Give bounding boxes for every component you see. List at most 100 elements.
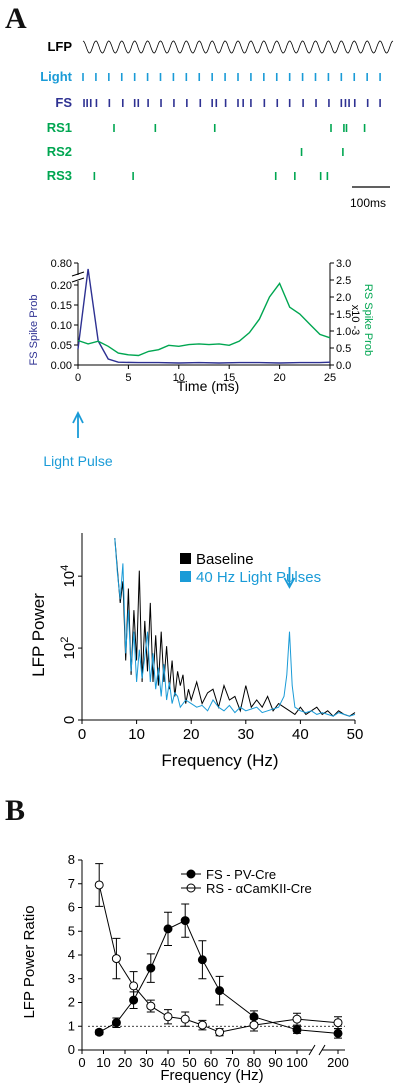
rs-data-point bbox=[249, 1020, 259, 1030]
rs-data-point bbox=[333, 1018, 343, 1028]
legend-label-rs: RS - αCamKII-Cre bbox=[206, 881, 312, 896]
x-tick-label: 0 bbox=[78, 726, 86, 743]
x-tick-label: 40 bbox=[292, 726, 309, 743]
fs-data-point bbox=[180, 916, 190, 926]
ratio-y-axis-label: LFP Power Ratio bbox=[21, 905, 38, 1018]
raster-label-rs2: RS2 bbox=[47, 144, 72, 159]
fs-data-point bbox=[292, 1025, 302, 1035]
y-tick-label: 6 bbox=[68, 900, 75, 915]
x-axis-break-mark bbox=[308, 1044, 326, 1056]
x-tick-label: 60 bbox=[204, 1055, 218, 1070]
rs-data-point bbox=[146, 1001, 156, 1011]
y-tick-label: 0 bbox=[68, 1042, 75, 1057]
y-tick-label: 8 bbox=[68, 852, 75, 867]
left-tick-label: 0.20 bbox=[51, 280, 72, 292]
light-pulse-arrow bbox=[72, 410, 84, 438]
rs-data-point bbox=[197, 1020, 207, 1030]
rs-data-point bbox=[180, 1014, 190, 1024]
y-tick-label: 3 bbox=[68, 971, 75, 986]
right-tick-label: 3.0 bbox=[336, 258, 351, 270]
fs-data-point bbox=[333, 1028, 343, 1038]
light-pulse-label: Light Pulse bbox=[43, 453, 112, 469]
right-tick-label: 1.0 bbox=[336, 326, 351, 338]
x-tick-label: 15 bbox=[223, 372, 235, 384]
y-tick-label: 5 bbox=[68, 923, 75, 938]
fs-spike-prob-line bbox=[77, 268, 331, 364]
y-tick-label: 7 bbox=[68, 876, 75, 891]
right-tick-label: 0.5 bbox=[336, 343, 351, 355]
legend-label-fs: FS - PV-Cre bbox=[206, 867, 276, 882]
y-tick-label: 4 bbox=[68, 947, 75, 962]
baseline-spectrum-line bbox=[114, 538, 356, 717]
fs-data-point bbox=[146, 963, 156, 973]
fs-data-point bbox=[163, 924, 173, 934]
ratio-x-axis-label: Frequency (Hz) bbox=[160, 1067, 263, 1084]
left-tick-label: 0.05 bbox=[51, 340, 72, 352]
x-tick-label: 200 bbox=[327, 1055, 349, 1070]
x-tick-label: 10 bbox=[96, 1055, 110, 1070]
left-tick-label: 0.80 bbox=[51, 258, 72, 270]
raster-label-lfp: LFP bbox=[47, 39, 72, 54]
axis-break-mark bbox=[71, 271, 85, 283]
x-tick-label: 70 bbox=[225, 1055, 239, 1070]
rs-spike-prob-line bbox=[77, 282, 331, 357]
left-tick-label: 0.10 bbox=[51, 320, 72, 332]
right-tick-label: 0.0 bbox=[336, 360, 351, 372]
x-tick-label: 5 bbox=[125, 372, 131, 384]
right-tick-label: 2.5 bbox=[336, 275, 351, 287]
raster-label-fs: FS bbox=[55, 95, 72, 110]
fs-data-point bbox=[94, 1027, 104, 1037]
left-tick-label: 0.15 bbox=[51, 300, 72, 312]
x-tick-label: 20 bbox=[118, 1055, 132, 1070]
x-tick-label: 20 bbox=[273, 372, 285, 384]
lfp-power-axis-label: LFP Power bbox=[29, 593, 48, 677]
panel-letter-a: A bbox=[5, 2, 27, 35]
y-tick-label: 2 bbox=[68, 995, 75, 1010]
left-tick-label: 0.00 bbox=[51, 360, 72, 372]
x-tick-label: 25 bbox=[324, 372, 336, 384]
rs-spike-prob-axis-label: RS Spike Prob bbox=[362, 284, 374, 356]
rs-data-point bbox=[129, 981, 139, 991]
spike-raster-panel: LFP Light FS RS1 RS2 RS3 100ms bbox=[40, 39, 394, 210]
right-tick-label: 1.5 bbox=[336, 309, 351, 321]
x-tick-label: 10 bbox=[173, 372, 185, 384]
x-tick-label: 40 bbox=[161, 1055, 175, 1070]
right-tick-label: 2.0 bbox=[336, 292, 351, 304]
fs-series-line bbox=[98, 919, 339, 1034]
lfp-trace bbox=[82, 40, 394, 54]
x-tick-label: 0 bbox=[75, 372, 81, 384]
x-tick-label: 100 bbox=[286, 1055, 308, 1070]
raster-label-rs3: RS3 bbox=[47, 168, 72, 183]
x-tick-label: 50 bbox=[347, 726, 364, 743]
time-axis-label: Time (ms) bbox=[177, 378, 239, 394]
legend-label-baseline: Baseline bbox=[196, 551, 254, 568]
rs-data-point bbox=[94, 880, 104, 890]
legend-swatch-baseline bbox=[180, 553, 191, 564]
x-tick-label: 30 bbox=[237, 726, 254, 743]
raster-label-light: Light bbox=[40, 69, 72, 84]
legend-label-light: 40 Hz Light Pulses bbox=[196, 569, 321, 586]
rs-data-point bbox=[111, 954, 121, 964]
peak-arrow bbox=[283, 567, 296, 589]
x-tick-label: 80 bbox=[247, 1055, 261, 1070]
y-tick-label: 104 bbox=[59, 565, 78, 588]
rs-series-line bbox=[98, 884, 339, 1033]
raster-label-rs1: RS1 bbox=[47, 120, 72, 135]
frequency-axis-label: Frequency (Hz) bbox=[161, 751, 278, 770]
y-tick-label: 102 bbox=[59, 637, 78, 660]
fs-data-point bbox=[215, 986, 225, 996]
light-pulse-spectrum-line bbox=[114, 538, 356, 717]
spike-probability-chart: 0.00 0.05 0.10 0.15 0.20 0.80 0.0 0.5 1.0 1.5 2.0 2… bbox=[28, 258, 374, 469]
fs-data-point bbox=[197, 955, 207, 965]
legend-swatch-light bbox=[180, 571, 191, 582]
scale-bar-label: 100ms bbox=[350, 196, 386, 210]
x-tick-label: 50 bbox=[182, 1055, 196, 1070]
x-tick-label: 0 bbox=[78, 1055, 85, 1070]
x-tick-label: 10 bbox=[128, 726, 145, 743]
x-tick-label: 20 bbox=[183, 726, 200, 743]
rs-data-point bbox=[292, 1014, 302, 1024]
y-tick-label: 1 bbox=[68, 1018, 75, 1033]
x-tick-label: 90 bbox=[268, 1055, 282, 1070]
